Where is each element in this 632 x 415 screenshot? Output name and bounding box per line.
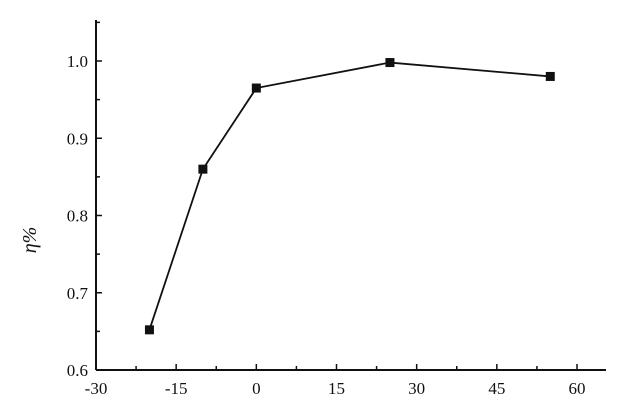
y-tick-label: 0.8 [67, 207, 88, 226]
series-line [148, 61, 551, 331]
data-point-marker [251, 83, 261, 93]
x-tick-label: 0 [252, 379, 261, 398]
x-tick-label: 45 [488, 379, 505, 398]
x-tick-label: -15 [165, 379, 188, 398]
y-tick-label: 0.6 [67, 361, 88, 380]
y-tick-label: 0.9 [67, 129, 88, 148]
x-tick-label: 60 [569, 379, 586, 398]
x-tick-label: 30 [408, 379, 425, 398]
y-tick-label: 0.7 [67, 284, 89, 303]
y-tick-label: 1.0 [67, 52, 88, 71]
x-tick-label: -30 [85, 379, 108, 398]
axes [95, 20, 606, 371]
tick-labels: -30 -15 0 15 30 45 60 0.6 0.7 0.8 0.9 1.0 [67, 52, 586, 398]
data-point-marker [198, 164, 208, 174]
data-point-marker [545, 71, 555, 81]
y-axis-label: η% [19, 227, 41, 254]
series [144, 58, 555, 335]
x-tick-label: 15 [328, 379, 345, 398]
data-point-marker [385, 58, 395, 68]
data-point-marker [144, 325, 154, 335]
